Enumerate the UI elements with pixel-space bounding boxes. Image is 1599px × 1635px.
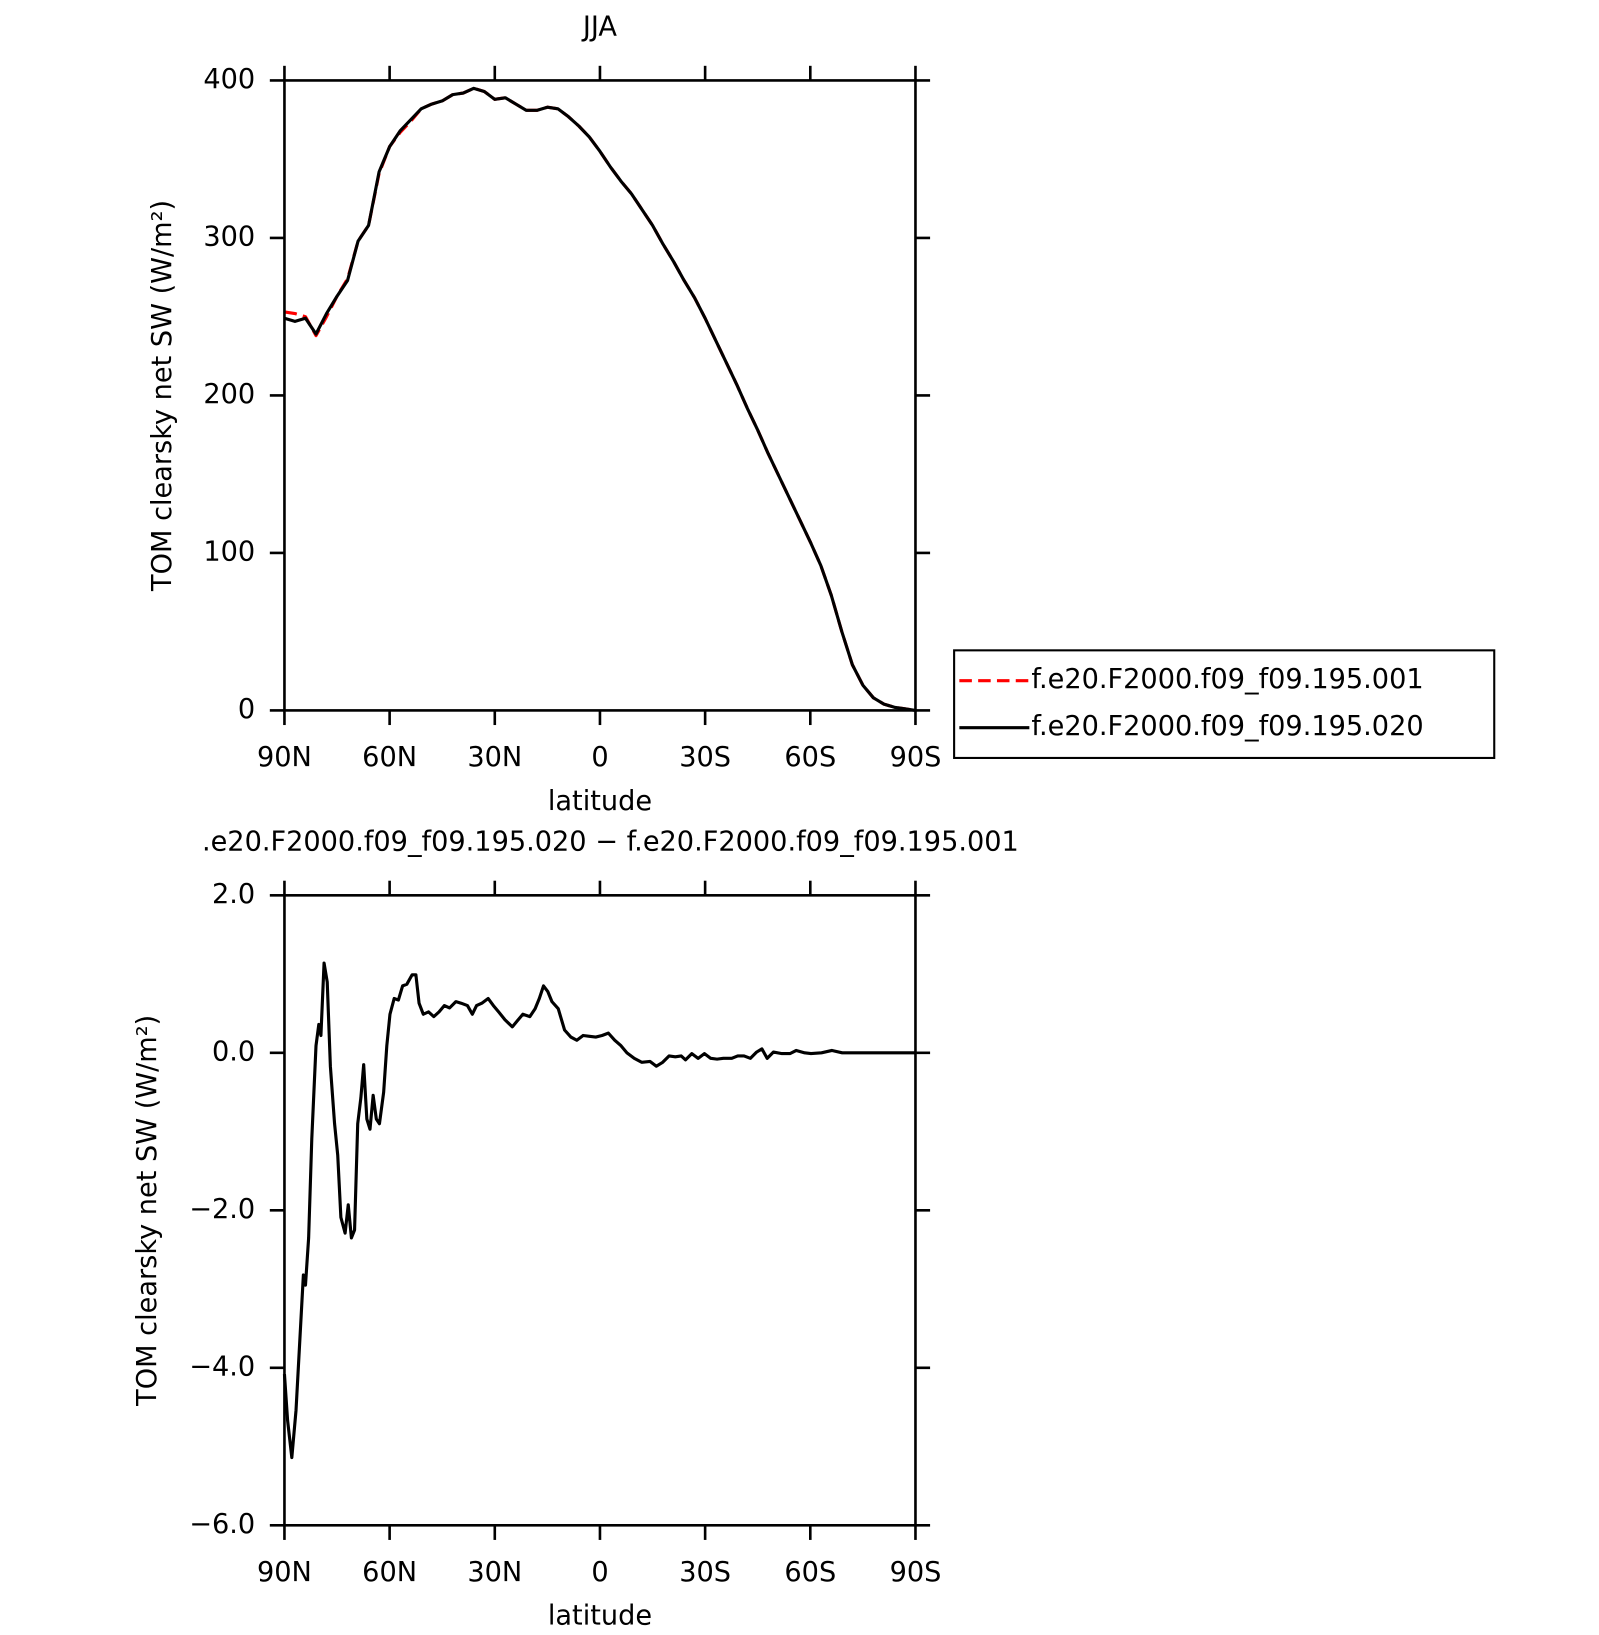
x-tick-label: 30S: [679, 1557, 731, 1588]
plot-frame: [283, 894, 917, 1527]
y-axis-label: TOM clearsky net SW (W/m²): [147, 200, 178, 592]
x-tick-label: 90N: [257, 742, 312, 773]
data-line: [282, 961, 916, 1460]
y-tick-label: 100: [203, 536, 255, 567]
legend-label: f.e20.F2000.f09_f09.195.020: [1031, 711, 1423, 742]
y-tick-label: −2.0: [189, 1194, 255, 1225]
x-tick-label: 90S: [890, 1557, 942, 1588]
x-axis-label: latitude: [548, 1601, 652, 1632]
y-axis-label: TOM clearsky net SW (W/m²): [132, 1015, 163, 1407]
x-tick-label: 60N: [362, 742, 417, 773]
x-tick-label: 30N: [467, 742, 522, 773]
x-tick-label: 60S: [784, 742, 836, 773]
x-tick-label: 90N: [257, 1557, 312, 1588]
y-tick-label: 0: [238, 694, 255, 725]
chart-title: JJA: [581, 12, 618, 43]
legend-box: [953, 649, 1496, 759]
x-axis-label: latitude: [548, 786, 652, 817]
x-tick-label: 0: [591, 742, 608, 773]
x-tick-label: 0: [591, 1557, 608, 1588]
x-tick-label: 30N: [467, 1557, 522, 1588]
y-tick-label: 300: [203, 221, 255, 252]
y-tick-label: −4.0: [189, 1351, 255, 1382]
x-tick-label: 90S: [890, 742, 942, 773]
y-tick-label: 0.0: [212, 1036, 255, 1067]
y-tick-label: 200: [203, 379, 255, 410]
y-tick-label: −6.0: [189, 1509, 255, 1540]
x-tick-label: 60N: [362, 1557, 417, 1588]
data-line: [283, 86, 916, 712]
x-tick-label: 60S: [784, 1557, 836, 1588]
y-tick-label: 400: [203, 64, 255, 95]
y-tick-label: 2.0: [212, 879, 255, 910]
x-tick-label: 30S: [679, 742, 731, 773]
data-line: [284, 86, 916, 712]
legend-label: f.e20.F2000.f09_f09.195.001: [1031, 664, 1423, 695]
chart-title: .e20.F2000.f09_f09.195.020 − f.e20.F2000…: [202, 827, 1019, 858]
